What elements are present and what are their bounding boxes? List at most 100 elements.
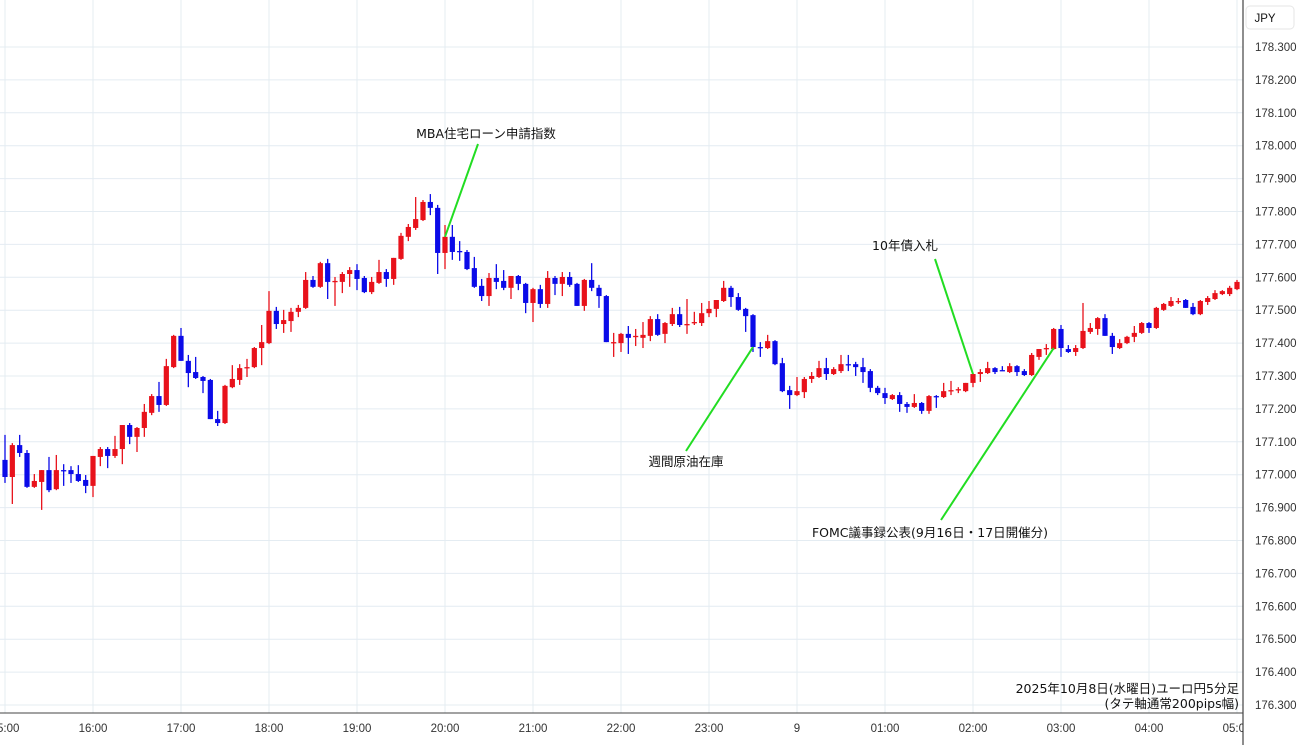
annotation-leader-line [940,347,1055,521]
candle-body [823,368,829,375]
candle [376,259,382,284]
candle [999,366,1005,372]
candle [515,274,521,291]
candle-body [222,385,228,424]
y-tick-label: 177.000 [1255,470,1297,482]
y-tick-label: 176.300 [1255,700,1297,712]
candle-body [545,277,551,304]
candle [361,275,367,294]
candle [281,309,287,333]
candle [193,356,199,379]
candle-body [185,360,191,374]
candle-body [882,393,888,399]
candle [435,204,441,275]
annotation-label: 10年債入札 [872,238,938,253]
candle-body [486,277,492,297]
candle-body [647,319,653,336]
candle-body [1080,330,1086,349]
candle [1139,322,1145,334]
candle-body [244,367,250,369]
time-axis[interactable]: 15:00 16:00 17:00 18:00 19:00 20:00 21:00 22:00… [0,712,1251,735]
y-tick-label: 176.700 [1255,568,1297,580]
candle [215,410,221,427]
candle [1175,298,1181,304]
candle [119,425,125,465]
candle-body [105,449,111,456]
candle-body [977,372,983,375]
candle-body [603,296,609,343]
candle [1109,332,1115,354]
x-tick-label: 15:00 [0,723,19,735]
candle-body [1131,332,1137,337]
candle-body [83,479,89,486]
candle-body [68,470,74,475]
candle [1051,327,1057,351]
candle [1087,323,1093,334]
candle-body [1183,300,1189,308]
candle-body [860,367,866,373]
candle [420,199,426,222]
candle [787,385,793,409]
candle [1014,365,1020,376]
candle [244,358,250,377]
candle-body [112,449,118,456]
candle [889,394,895,401]
candle [926,395,932,414]
candle [867,369,873,393]
y-tick-label: 178.000 [1255,141,1297,153]
candle-body [1007,366,1013,373]
candle [1190,302,1196,316]
candle-body [1161,303,1167,310]
candle-body [53,470,59,490]
candle-body [508,275,514,288]
candle-body [911,402,917,407]
candle-body [266,310,272,344]
y-tick-label: 176.500 [1255,634,1297,646]
candle [765,334,771,350]
candle-body [831,369,837,375]
y-tick-label: 177.100 [1255,437,1297,449]
candle [134,426,140,452]
candle-body [655,319,661,335]
candle [618,332,624,352]
y-tick-label: 178.200 [1255,75,1297,87]
candle-body [662,323,668,334]
candle-body [757,347,763,349]
candle-body [596,287,602,297]
candle-body [303,279,309,308]
candle-body [559,276,565,284]
candle [1065,345,1071,353]
candle-body [581,279,587,306]
candle-body [706,308,712,314]
candle-body [765,341,771,349]
candle [625,325,631,354]
candle-body [684,324,690,326]
candle [955,387,961,394]
y-tick-label: 178.300 [1255,42,1297,54]
candle-body [141,411,147,428]
candle [1168,297,1174,307]
candle-body [259,342,265,349]
x-tick-label: 19:00 [343,723,372,735]
annotation-label: FOMC議事録公表(9月16日・17日開催分) [812,525,1048,540]
candle [449,224,455,260]
candle [185,354,191,388]
price-axis[interactable]: JPY 178.300 178.200 178.100 178.000 177.900 1… [1242,0,1297,745]
candle-body [735,297,741,310]
candle-body [310,279,316,287]
candle [545,271,551,308]
candle [105,447,111,469]
candle [317,261,323,288]
y-tick-label: 177.500 [1255,305,1297,317]
candle [427,194,433,216]
candle-body [1205,298,1211,302]
candle [259,325,265,366]
currency-badge[interactable] [1245,5,1295,30]
candle-body [61,470,67,472]
y-tick-label: 176.800 [1255,536,1297,548]
candle-body [1051,328,1057,350]
candle-body [1168,300,1174,306]
candle-body [1014,366,1020,373]
candle [706,300,712,318]
candle-body [728,287,734,298]
